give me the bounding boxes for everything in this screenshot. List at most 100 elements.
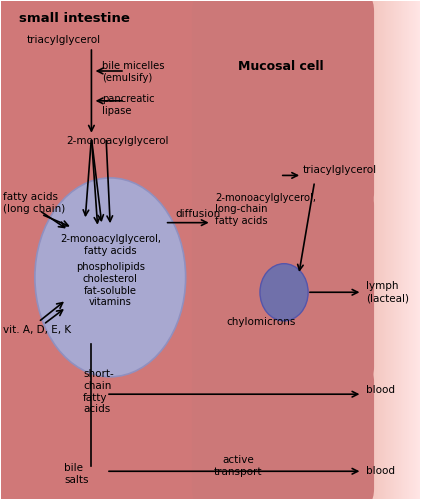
Bar <box>377 2 379 498</box>
Bar <box>400 2 401 498</box>
Bar <box>356 2 358 498</box>
Bar <box>368 2 369 498</box>
Text: triacylglycerol: triacylglycerol <box>303 166 377 175</box>
Bar <box>414 2 416 498</box>
Bar <box>380 2 382 498</box>
Bar <box>402 2 404 498</box>
Bar <box>358 2 360 498</box>
Bar <box>399 2 400 498</box>
Bar <box>403 2 405 498</box>
Bar <box>410 2 412 498</box>
Bar <box>350 2 352 498</box>
Bar <box>404 2 406 498</box>
Bar <box>394 2 396 498</box>
Bar <box>374 2 376 498</box>
Text: 2-monoacylglycerol,
long-chain
fatty acids: 2-monoacylglycerol, long-chain fatty aci… <box>215 193 316 226</box>
Bar <box>361 2 363 498</box>
Bar <box>382 2 384 498</box>
Bar <box>419 2 421 498</box>
Ellipse shape <box>35 178 186 377</box>
Text: chylomicrons: chylomicrons <box>226 317 296 327</box>
Text: Mucosal cell: Mucosal cell <box>238 60 324 72</box>
Bar <box>378 2 380 498</box>
FancyBboxPatch shape <box>192 186 374 386</box>
Bar <box>405 2 407 498</box>
Bar <box>392 2 394 498</box>
Bar <box>409 2 411 498</box>
Bar <box>354 2 356 498</box>
Bar <box>416 2 417 498</box>
Bar <box>417 2 419 498</box>
Text: vit. A, D, E, K: vit. A, D, E, K <box>3 324 72 334</box>
Bar <box>375 2 376 498</box>
Bar <box>398 2 400 498</box>
Bar <box>349 2 351 498</box>
Bar <box>406 2 408 498</box>
Text: bile: bile <box>64 463 83 473</box>
Bar <box>373 2 375 498</box>
Bar <box>362 2 364 498</box>
Bar <box>384 2 385 498</box>
Text: blood: blood <box>366 385 395 395</box>
Bar <box>395 2 397 498</box>
Text: small intestine: small intestine <box>19 12 130 26</box>
Bar <box>376 2 378 498</box>
Bar <box>387 2 389 498</box>
Bar <box>376 2 377 498</box>
Bar <box>393 2 395 498</box>
Bar <box>401 2 403 498</box>
Text: fatty acids
(long chain): fatty acids (long chain) <box>3 192 66 214</box>
Bar <box>365 2 367 498</box>
Bar <box>370 2 372 498</box>
Bar <box>360 2 362 498</box>
Text: diffusion: diffusion <box>176 209 221 219</box>
Bar <box>367 2 368 498</box>
FancyBboxPatch shape <box>192 0 374 212</box>
Bar <box>364 2 366 498</box>
Bar <box>411 2 413 498</box>
Bar <box>396 2 398 498</box>
Bar <box>386 2 388 498</box>
Bar <box>418 2 420 498</box>
Text: short-
chain
fatty
acids: short- chain fatty acids <box>83 370 114 414</box>
Text: bile micelles
(emulsify): bile micelles (emulsify) <box>102 61 165 83</box>
Bar <box>208 2 349 498</box>
Bar <box>391 2 392 498</box>
Bar <box>357 2 359 498</box>
Bar <box>351 2 352 498</box>
Bar <box>384 2 386 498</box>
Bar <box>397 2 399 498</box>
Text: active
transport: active transport <box>214 456 262 477</box>
Bar <box>352 2 354 498</box>
Text: salts: salts <box>64 474 89 484</box>
Bar <box>390 2 392 498</box>
Bar <box>352 2 353 498</box>
Bar <box>366 2 368 498</box>
Bar <box>379 2 381 498</box>
Bar <box>369 2 371 498</box>
Bar <box>372 2 374 498</box>
Bar <box>355 2 357 498</box>
Bar <box>415 2 417 498</box>
Bar <box>385 2 387 498</box>
Text: blood: blood <box>366 466 395 476</box>
Text: pancreatic
lipase: pancreatic lipase <box>102 94 154 116</box>
Bar <box>408 2 410 498</box>
Bar <box>389 2 391 498</box>
Bar <box>363 2 365 498</box>
Text: phospholipids
cholesterol
fat-soluble
vitamins: phospholipids cholesterol fat-soluble vi… <box>76 262 145 307</box>
Text: 2-monoacylglycerol: 2-monoacylglycerol <box>66 136 169 145</box>
FancyBboxPatch shape <box>192 362 374 500</box>
Bar <box>353 2 355 498</box>
Bar <box>360 2 361 498</box>
Bar <box>417 2 418 498</box>
Text: triacylglycerol: triacylglycerol <box>27 35 100 45</box>
Bar <box>368 2 370 498</box>
Bar <box>412 2 414 498</box>
Text: lymph
(lacteal): lymph (lacteal) <box>366 282 408 303</box>
Bar <box>359 2 360 498</box>
Bar <box>388 2 390 498</box>
Bar <box>371 2 373 498</box>
Ellipse shape <box>260 264 308 321</box>
Text: 2-monoacylglycerol,
fatty acids: 2-monoacylglycerol, fatty acids <box>60 234 161 256</box>
